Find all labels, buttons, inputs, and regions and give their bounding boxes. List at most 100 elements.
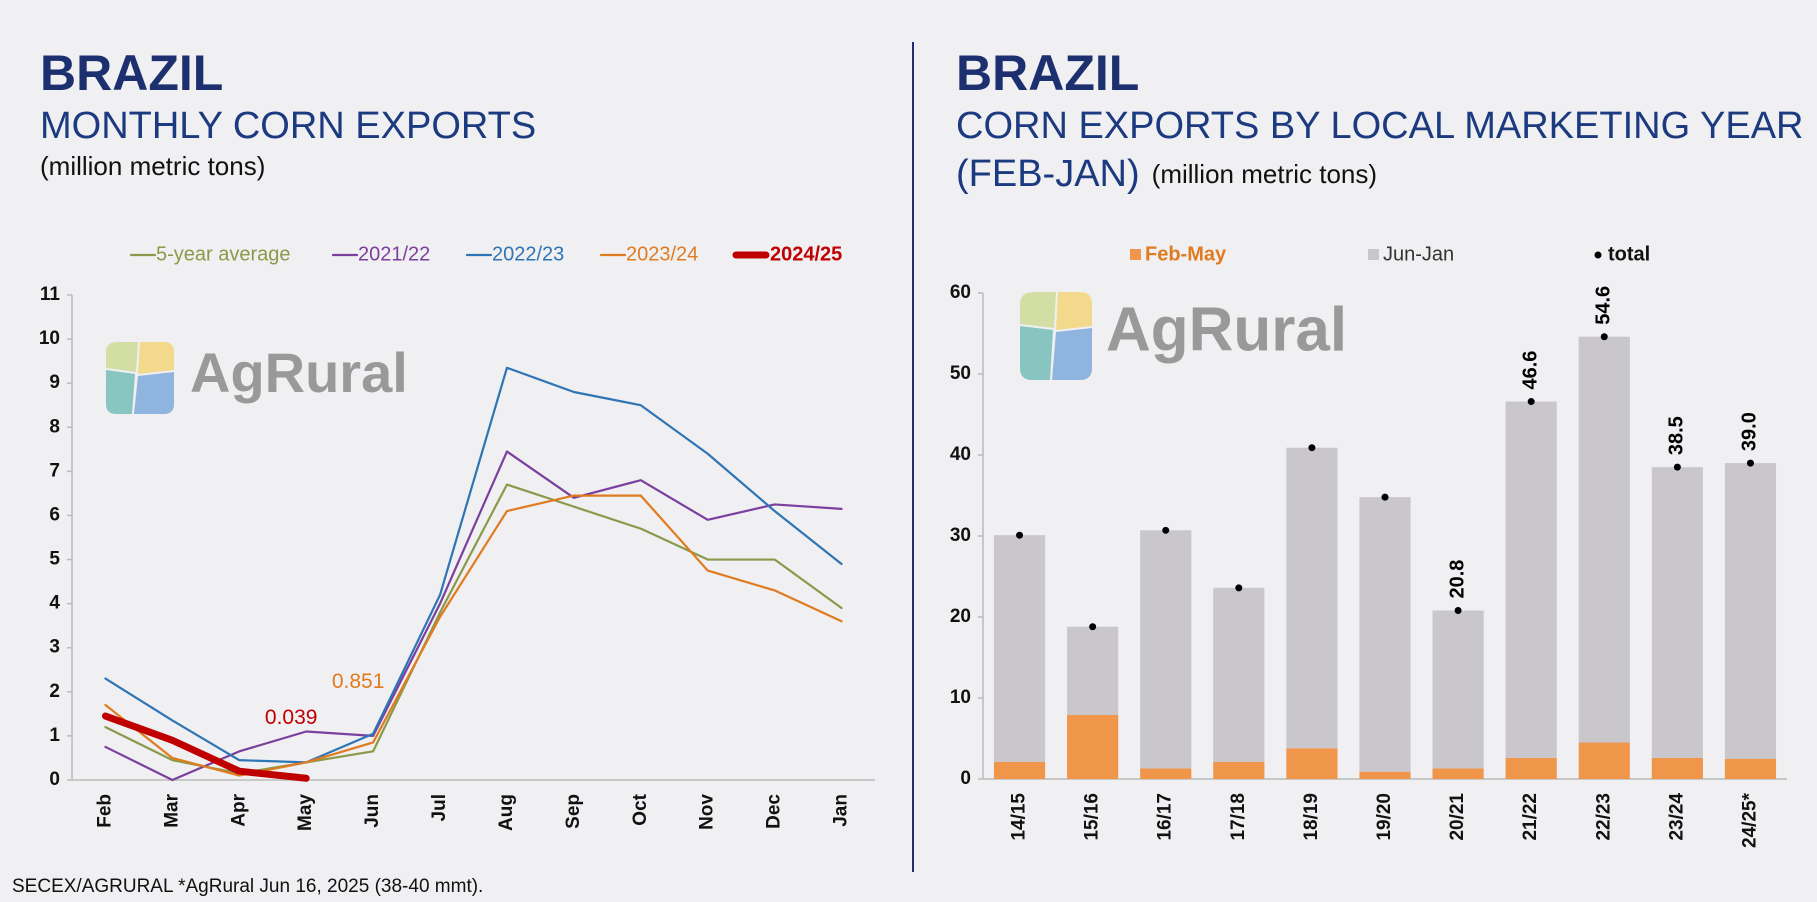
y-tick-label: 7	[49, 460, 60, 481]
x-tick-label: 24/25*	[1739, 792, 1760, 848]
x-tick-label: Feb	[94, 794, 115, 828]
series-line	[104, 450, 843, 782]
legend-label: 2024/25	[770, 243, 842, 265]
x-tick-label: 21/22	[1520, 793, 1541, 841]
x-tick-label: Jul	[429, 794, 450, 821]
y-tick-label: 10	[39, 328, 60, 349]
bar-segment	[1213, 761, 1265, 779]
data-label: 0.039	[265, 706, 318, 729]
bar-segment	[993, 761, 1046, 779]
y-tick-label: 9	[49, 372, 60, 393]
bar-segment	[1286, 447, 1338, 749]
x-tick-label: Jan	[831, 794, 852, 827]
bar-segment	[1067, 626, 1119, 716]
legend-label: 5-year average	[156, 243, 291, 265]
x-tick-label: Dec	[764, 794, 785, 829]
bar-segment	[1724, 758, 1777, 779]
x-tick-label: 15/16	[1082, 793, 1103, 841]
data-label: 0.851	[332, 670, 385, 693]
left-subtitle: MONTHLY CORN EXPORTS	[40, 105, 536, 147]
data-label: 46.6	[1519, 351, 1541, 390]
y-tick-label: 40	[950, 444, 971, 465]
bar-segment	[1359, 771, 1411, 779]
x-tick-label: Mar	[161, 793, 182, 827]
bar-segment	[1286, 748, 1338, 779]
y-tick-label: 4	[49, 593, 60, 614]
bar-segment	[1359, 497, 1411, 772]
total-dot	[1308, 444, 1316, 452]
right-subtitle-line2: (FEB-JAN) (million metric tons)	[956, 153, 1377, 195]
bar-segment	[1578, 742, 1630, 779]
legend-label: Feb-May	[1145, 243, 1227, 265]
total-dot	[1600, 333, 1608, 341]
bar-segment	[1432, 610, 1484, 769]
series-line	[104, 483, 843, 775]
y-tick-label: 60	[950, 282, 971, 303]
data-label: 39.0	[1739, 412, 1761, 451]
y-tick-label: 8	[49, 416, 60, 437]
legend-label: 2021/22	[358, 243, 430, 265]
x-tick-label: Apr	[228, 793, 249, 826]
bar-segment	[1724, 463, 1777, 759]
x-tick-label: 16/17	[1155, 793, 1176, 841]
bar-segment	[1140, 530, 1192, 769]
x-tick-label: Aug	[496, 794, 517, 831]
total-dot	[1673, 463, 1681, 471]
bar-segment	[1505, 401, 1557, 758]
x-tick-label: Nov	[697, 794, 718, 830]
bar-segment	[1432, 768, 1484, 779]
series-line	[104, 494, 843, 777]
data-label: 20.8	[1446, 560, 1468, 599]
subtitle-2: (FEB-JAN)	[956, 153, 1140, 195]
left-title: BRAZIL	[40, 45, 223, 101]
bar-segment	[1213, 587, 1265, 762]
bar-segment	[1505, 757, 1557, 779]
y-tick-label: 20	[950, 606, 971, 627]
bar-segment	[1578, 336, 1630, 743]
y-tick-label: 3	[49, 637, 60, 658]
x-tick-label: 19/20	[1374, 793, 1395, 841]
total-dot	[1454, 607, 1462, 615]
y-tick-label: 0	[960, 768, 971, 789]
x-tick-label: May	[295, 794, 316, 831]
x-tick-label: Jun	[362, 794, 383, 828]
x-tick-label: 23/24	[1666, 793, 1687, 841]
x-tick-label: Sep	[563, 794, 584, 829]
logo-text: AgRural	[190, 341, 408, 404]
x-tick-label: Oct	[630, 793, 651, 825]
data-label: 54.6	[1593, 286, 1615, 325]
x-tick-label: 17/18	[1228, 793, 1249, 841]
total-dot	[1089, 623, 1097, 631]
y-tick-label: 5	[49, 549, 60, 570]
y-tick-label: 10	[950, 687, 971, 708]
bar-segment	[1067, 715, 1119, 779]
legend-swatch	[1368, 249, 1379, 260]
series-line	[104, 366, 843, 764]
y-tick-label: 2	[49, 681, 60, 702]
logo-text: AgRural	[1106, 295, 1347, 364]
y-tick-label: 30	[950, 525, 971, 546]
left-units: (million metric tons)	[40, 151, 265, 181]
legend-label: total	[1608, 243, 1650, 265]
total-dot	[1746, 459, 1754, 467]
right-subtitle: CORN EXPORTS BY LOCAL MARKETING YEAR	[956, 105, 1804, 147]
y-tick-label: 1	[49, 725, 60, 746]
total-dot	[1016, 531, 1024, 539]
legend-swatch	[1594, 251, 1602, 259]
total-dot	[1527, 398, 1535, 406]
right-units: (million metric tons)	[1152, 159, 1377, 189]
total-dot	[1381, 493, 1389, 501]
logo-left	[106, 342, 174, 414]
bar-segment	[993, 535, 1046, 762]
bar-segment	[1651, 467, 1703, 758]
x-tick-label: 20/21	[1447, 793, 1468, 841]
total-dot	[1235, 584, 1243, 592]
x-tick-label: 22/23	[1593, 793, 1614, 841]
total-dot	[1162, 526, 1170, 534]
legend-label: Jun-Jan	[1383, 243, 1454, 265]
bar-segment	[1651, 757, 1703, 779]
series-line	[101, 712, 310, 782]
logo-right	[1020, 292, 1092, 380]
legend-label: 2023/24	[626, 243, 698, 265]
